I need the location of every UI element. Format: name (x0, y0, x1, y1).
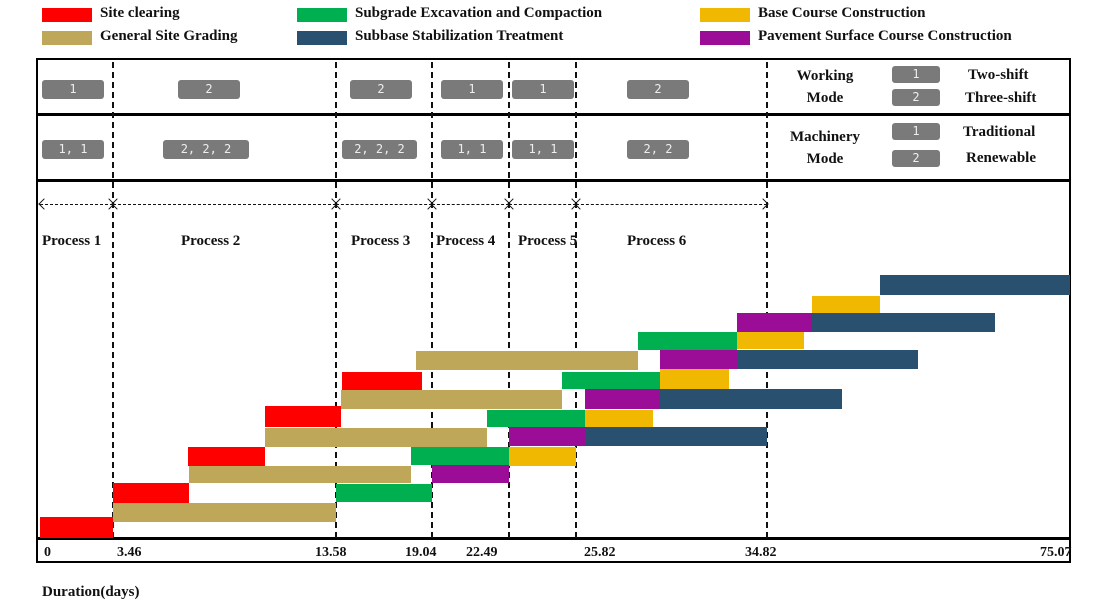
process-span-arrow (432, 204, 509, 205)
machinery-mode-key-badge: 1 (892, 123, 940, 140)
gantt-bar (509, 427, 585, 446)
gantt-bar (113, 503, 336, 522)
gantt-bar (737, 350, 918, 369)
legend-swatch (297, 8, 347, 22)
gantt-bar (342, 372, 422, 390)
working-mode-badge: 2 (350, 80, 412, 99)
gantt-bar (188, 447, 265, 466)
gantt-bar (737, 313, 812, 332)
process-span-arrow (113, 204, 336, 205)
machinery-mode-title: Machinery Mode (790, 129, 860, 167)
legend-label: Subgrade Excavation and Compaction (355, 5, 603, 21)
process-span-arrow (336, 204, 432, 205)
machinery-mode-key-badge: 2 (892, 150, 940, 167)
x-tick-label: 75.07 (1040, 545, 1072, 560)
process-label: Process 5 (518, 233, 578, 249)
working-mode-badge: 1 (512, 80, 574, 99)
machinery-mode-key-label: Renewable (966, 150, 1036, 166)
process-boundary-line (431, 62, 433, 538)
gantt-bar (880, 275, 1070, 295)
gantt-bar (411, 447, 509, 465)
gantt-bar (812, 296, 880, 313)
divider (36, 113, 1071, 116)
legend-swatch (297, 31, 347, 45)
machinery-mode-badge: 1, 1 (42, 140, 104, 159)
machinery-mode-badge: 2, 2, 2 (163, 140, 249, 159)
x-tick-label: 0 (44, 545, 51, 560)
gantt-bar (812, 313, 995, 332)
working-mode-badge: 1 (441, 80, 503, 99)
process-label: Process 1 (42, 233, 102, 249)
process-boundary-line (112, 62, 114, 538)
machinery-mode-badge: 1, 1 (512, 140, 574, 159)
gantt-bar (487, 410, 585, 427)
gantt-bar (737, 332, 804, 349)
process-span-arrow (40, 204, 113, 205)
legend-label: General Site Grading (100, 28, 238, 44)
machinery-mode-badge: 2, 2, 2 (342, 140, 417, 159)
x-tick-label: 34.82 (745, 545, 777, 560)
x-tick-label: 19.04 (405, 545, 437, 560)
working-mode-key-badge: 1 (892, 66, 940, 83)
gantt-bar (265, 428, 487, 447)
schedule-frame (36, 58, 1071, 563)
x-tick-label: 25.82 (584, 545, 616, 560)
working-mode-key-label: Two-shift (968, 67, 1029, 83)
process-label: Process 2 (181, 233, 241, 249)
gantt-bar (585, 410, 653, 427)
gantt-bar (341, 390, 562, 409)
process-label: Process 6 (627, 233, 687, 249)
gantt-bar (660, 389, 842, 409)
working-mode-key-label: Three-shift (965, 90, 1037, 106)
legend-label: Site clearing (100, 5, 180, 21)
gantt-bar (189, 466, 411, 483)
legend-swatch (700, 8, 750, 22)
machinery-mode-badge: 2, 2 (627, 140, 689, 159)
gantt-bar (336, 484, 432, 502)
divider (36, 537, 1071, 540)
gantt-bar (585, 389, 660, 409)
divider (36, 179, 1071, 182)
gantt-bar (585, 427, 767, 446)
working-mode-title: Working Mode (796, 68, 854, 106)
x-tick-label: 22.49 (466, 545, 498, 560)
legend-swatch (700, 31, 750, 45)
process-boundary-line (575, 62, 577, 538)
process-label: Process 4 (436, 233, 496, 249)
gantt-bar (416, 351, 638, 370)
x-axis-label: Duration(days) (42, 584, 140, 600)
machinery-mode-badge: 1, 1 (441, 140, 503, 159)
process-boundary-line (766, 62, 768, 538)
gantt-bar (432, 464, 509, 483)
gantt-bar (113, 483, 189, 503)
working-mode-badge: 1 (42, 80, 104, 99)
gantt-bar (40, 517, 113, 538)
legend-swatch (42, 31, 92, 45)
working-mode-badge: 2 (627, 80, 689, 99)
working-mode-badge: 2 (178, 80, 240, 99)
process-label: Process 3 (351, 233, 411, 249)
gantt-bar (660, 350, 737, 369)
process-boundary-line (508, 62, 510, 538)
process-span-arrow (509, 204, 576, 205)
x-tick-label: 3.46 (117, 545, 142, 560)
process-boundary-line (335, 62, 337, 538)
legend-label: Subbase Stabilization Treatment (355, 28, 564, 44)
gantt-bar (660, 369, 729, 389)
legend-label: Pavement Surface Course Construction (758, 28, 1012, 44)
gantt-bar (265, 406, 341, 427)
machinery-mode-key-label: Traditional (963, 124, 1036, 140)
gantt-bar (638, 332, 737, 350)
legend-label: Base Course Construction (758, 5, 926, 21)
process-span-arrow (576, 204, 767, 205)
gantt-bar (509, 447, 576, 466)
legend-swatch (42, 8, 92, 22)
x-tick-label: 13.58 (315, 545, 347, 560)
gantt-bar (562, 372, 660, 389)
working-mode-key-badge: 2 (892, 89, 940, 106)
